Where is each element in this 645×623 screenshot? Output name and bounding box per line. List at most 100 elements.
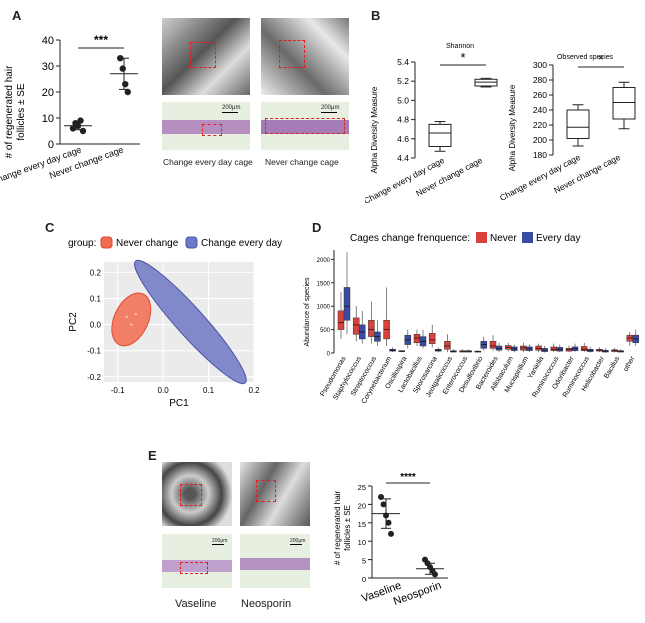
panel-b-chart: Shannon Observed species Alpha Diversity… xyxy=(365,43,636,205)
y-tick-label: 25 xyxy=(358,483,366,492)
photo-caption-never: Never change cage xyxy=(265,157,339,167)
data-point xyxy=(122,81,129,88)
box xyxy=(444,341,451,350)
scalebar xyxy=(290,544,302,545)
panel-a-ylabel-line1: # of regenerated hair xyxy=(4,65,15,159)
box xyxy=(489,341,497,349)
panel-c-legend-title: group: xyxy=(68,238,96,249)
scalebar-label: 200μm xyxy=(212,538,228,544)
panel-c-ylabel: PC2 xyxy=(68,312,79,332)
y-tick-label: 4.4 xyxy=(397,153,409,163)
histology-neosporin: 200μm xyxy=(240,534,310,588)
scalebar-label: 200μm xyxy=(222,105,241,111)
y-tick-label: 5.2 xyxy=(397,76,409,86)
y-tick-label: 40 xyxy=(42,35,54,47)
box xyxy=(337,310,345,330)
panel-label-b: B xyxy=(371,8,381,23)
scalebar xyxy=(321,112,337,113)
roi-box xyxy=(180,484,202,506)
panel-label-e: E xyxy=(148,448,157,463)
panel-c-xlabel: PC1 xyxy=(169,398,189,409)
y-tick-label: 0 xyxy=(362,575,366,584)
y-tick-label: 0.0 xyxy=(90,321,102,330)
panel-c-legend-never: Never change xyxy=(116,238,179,249)
data-point xyxy=(69,125,77,132)
panel-b-right-significance: * xyxy=(598,52,603,67)
legend-swatch-everyday xyxy=(185,236,198,249)
photo-change-every-day xyxy=(162,18,250,95)
x-tick-label: Bacillus xyxy=(603,355,621,380)
box xyxy=(612,87,636,120)
histology-vaseline: 200μm xyxy=(162,534,232,588)
panel-e-significance: **** xyxy=(400,472,416,483)
data-point xyxy=(380,501,387,508)
y-tick-label: 1000 xyxy=(317,305,331,311)
panel-b-left-ylabel: Alpha Diversity Measure xyxy=(370,86,379,173)
box xyxy=(428,123,452,147)
y-tick-label: 10 xyxy=(42,113,54,125)
y-tick-label: 0 xyxy=(48,139,54,151)
panel-d-ylabel: Abundance of species xyxy=(304,277,311,346)
photo-caption-vaseline: Vaseline xyxy=(175,598,217,610)
y-tick-label: 4.8 xyxy=(397,115,409,125)
photo-neosporin xyxy=(240,462,310,526)
y-tick-label: 500 xyxy=(320,328,331,334)
legend-swatch-never xyxy=(476,232,487,243)
x-tick-label: -0.1 xyxy=(111,386,125,395)
x-tick-label: 0.2 xyxy=(248,386,260,395)
x-tick-label: 0.1 xyxy=(203,386,215,395)
panel-b-right-ylabel: Alpha Diversity Measure xyxy=(508,84,517,171)
panel-a-ylabel-line2: follicles ± SE xyxy=(16,83,27,141)
panel-e-ylabel-line1: # of regenerated hair xyxy=(333,491,342,566)
panel-a-chart: # of regenerated hair follicles ± SE 0 10… xyxy=(0,33,140,186)
pca-point xyxy=(129,323,133,326)
panel-label-d: D xyxy=(312,220,322,235)
y-tick-label: -0.1 xyxy=(87,347,101,356)
photo-caption-change: Change every day cage xyxy=(163,157,253,167)
roi-box xyxy=(256,480,276,502)
data-point xyxy=(378,494,384,501)
data-point xyxy=(117,55,124,62)
box xyxy=(580,346,588,351)
legend-swatch-never xyxy=(100,236,113,249)
scalebar-label: 200μm xyxy=(321,105,340,111)
y-tick-label: 180 xyxy=(533,150,547,160)
box xyxy=(413,334,421,343)
panel-c-chart: group: Never change Change every day -0.… xyxy=(68,236,282,409)
y-tick-label: 30 xyxy=(42,61,54,73)
y-tick-label: 240 xyxy=(533,105,547,115)
data-point xyxy=(79,127,87,135)
tissue-layer xyxy=(261,120,349,134)
panel-d-legend-title: Cages change frenquence: xyxy=(350,233,470,244)
pca-point xyxy=(134,312,138,316)
y-tick-label: 1500 xyxy=(317,281,331,287)
y-tick-label: 280 xyxy=(533,75,547,85)
photo-caption-neosporin: Neosporin xyxy=(241,598,292,610)
roi-box xyxy=(265,118,345,134)
photo-never-change xyxy=(261,18,349,95)
tissue-layer xyxy=(240,558,310,570)
panel-d-legend-never: Never xyxy=(490,233,517,244)
panel-b-right-xlabel-2: Never change cage xyxy=(552,152,622,196)
panel-label-a: A xyxy=(12,8,22,23)
tissue-layer xyxy=(162,120,250,134)
scalebar-label: 200μm xyxy=(290,538,306,544)
y-tick-label: 300 xyxy=(533,60,547,70)
panel-b-left-title: Shannon xyxy=(446,43,474,50)
x-tick-label: 0.0 xyxy=(158,386,170,395)
box xyxy=(428,333,436,344)
box xyxy=(352,317,360,335)
panel-c-legend-everyday: Change every day xyxy=(201,238,282,249)
data-point xyxy=(385,519,392,526)
y-tick-label: 20 xyxy=(42,87,54,99)
panel-d-chart: Cages change frenquence: Never Every day… xyxy=(304,232,640,405)
y-tick-label: 5.0 xyxy=(397,95,409,105)
panel-a-xlabel-2: Never change cage xyxy=(48,144,125,180)
y-tick-label: 260 xyxy=(533,90,547,100)
pca-point xyxy=(125,315,129,319)
data-point xyxy=(432,571,438,578)
box xyxy=(343,287,351,321)
panel-b-left-significance: * xyxy=(460,50,465,65)
scalebar xyxy=(212,544,224,545)
panel-a-significance: *** xyxy=(94,33,108,47)
